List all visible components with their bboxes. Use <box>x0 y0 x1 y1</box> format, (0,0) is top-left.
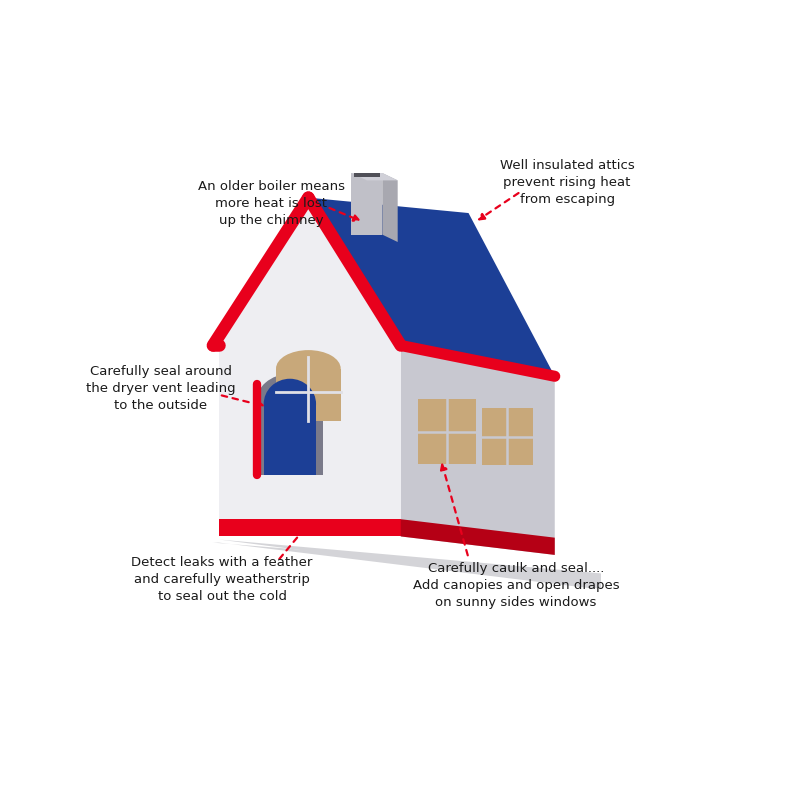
Polygon shape <box>276 369 341 421</box>
Text: Well insulated attics
prevent rising heat
from escaping: Well insulated attics prevent rising hea… <box>500 158 634 206</box>
Polygon shape <box>401 346 554 555</box>
Polygon shape <box>213 542 594 589</box>
Ellipse shape <box>255 374 324 434</box>
Text: Carefully seal around
the dryer vent leading
to the outside: Carefully seal around the dryer vent lea… <box>86 365 235 412</box>
Polygon shape <box>256 404 323 475</box>
Polygon shape <box>219 346 401 537</box>
Polygon shape <box>219 519 401 537</box>
Polygon shape <box>401 519 554 555</box>
Polygon shape <box>219 539 601 589</box>
Polygon shape <box>382 173 398 242</box>
Polygon shape <box>351 173 382 234</box>
Polygon shape <box>418 399 476 464</box>
Polygon shape <box>482 408 533 466</box>
Polygon shape <box>214 198 401 346</box>
Polygon shape <box>308 198 554 376</box>
Polygon shape <box>351 173 398 180</box>
Ellipse shape <box>264 378 316 430</box>
Text: Detect leaks with a feather
and carefully weatherstrip
to seal out the cold: Detect leaks with a feather and carefull… <box>131 556 313 603</box>
Ellipse shape <box>276 350 341 387</box>
Polygon shape <box>264 404 316 475</box>
Text: Carefully caulk and seal....
Add canopies and open drapes
on sunny sides windows: Carefully caulk and seal.... Add canopie… <box>413 562 619 610</box>
Polygon shape <box>354 173 380 177</box>
Text: An older boiler means
more heat is lost
up the chimney: An older boiler means more heat is lost … <box>198 180 345 227</box>
